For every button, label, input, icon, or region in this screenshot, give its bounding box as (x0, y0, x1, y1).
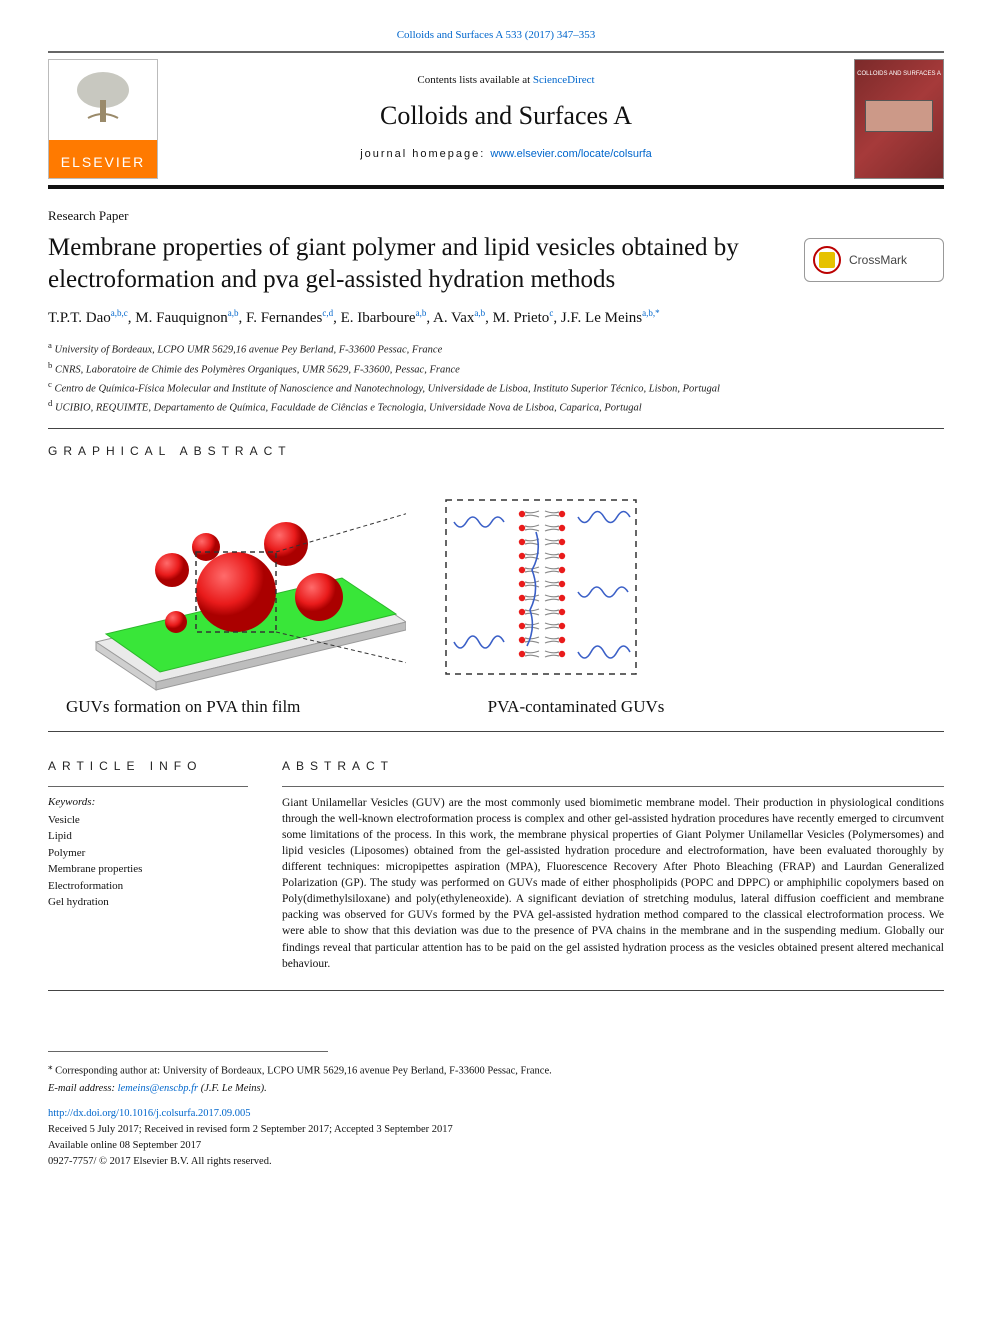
ga-right-panel (436, 492, 646, 682)
author: E. Ibarbourea,b (341, 310, 427, 326)
available-line: Available online 08 September 2017 (48, 1139, 944, 1153)
keywords-label: Keywords: (48, 795, 248, 810)
header-citation: Colloids and Surfaces A 533 (2017) 347–3… (48, 28, 944, 43)
email-label: E-mail address: (48, 1083, 118, 1094)
email-line: E-mail address: lemeins@enscbp.fr (J.F. … (48, 1082, 944, 1096)
keyword: Polymer (48, 845, 248, 862)
affiliation: c Centro de Química-Física Molecular and… (48, 378, 944, 397)
title-row: Membrane properties of giant polymer and… (48, 232, 944, 295)
elsevier-tree-icon (68, 70, 138, 130)
article-info-heading: ARTICLE INFO (48, 758, 248, 774)
abstract-heading: ABSTRACT (282, 758, 944, 774)
affiliation: a University of Bordeaux, LCPO UMR 5629,… (48, 339, 944, 358)
keyword: Vesicle (48, 812, 248, 829)
article-title: Membrane properties of giant polymer and… (48, 232, 788, 295)
article-type: Research Paper (48, 207, 944, 225)
graphical-abstract-heading: GRAPHICAL ABSTRACT (48, 443, 944, 459)
divider (48, 428, 944, 429)
elsevier-text: ELSEVIER (61, 153, 145, 178)
corresponding-author: ⁎ Corresponding author at: University of… (48, 1060, 944, 1079)
affiliation: d UCIBIO, REQUIMTE, Departamento de Quím… (48, 397, 944, 416)
email-link[interactable]: lemeins@enscbp.fr (118, 1083, 199, 1094)
masthead: ELSEVIER Contents lists available at Sci… (48, 51, 944, 189)
ga-slab-svg (66, 482, 406, 692)
keyword: Lipid (48, 828, 248, 845)
crossmark-label: CrossMark (849, 252, 907, 268)
affiliation: b CNRS, Laboratoire de Chimie des Polymè… (48, 359, 944, 378)
ga-right-caption: PVA-contaminated GUVs (436, 696, 716, 719)
keyword: Gel hydration (48, 894, 248, 911)
footer: ⁎ Corresponding author at: University of… (48, 1051, 944, 1170)
doi-link[interactable]: http://dx.doi.org/10.1016/j.colsurfa.201… (48, 1108, 251, 1119)
footnote-rule (48, 1051, 328, 1052)
author: F. Fernandesc,d (246, 310, 333, 326)
masthead-center: Contents lists available at ScienceDirec… (170, 53, 842, 185)
corr-text: Corresponding author at: University of B… (55, 1065, 552, 1076)
homepage-line: journal homepage: www.elsevier.com/locat… (178, 147, 834, 162)
info-abstract-row: ARTICLE INFO Keywords: VesicleLipidPolym… (48, 744, 944, 972)
author: M. Fauquignona,b (135, 310, 238, 326)
sciencedirect-link[interactable]: ScienceDirect (533, 74, 595, 86)
keyword: Membrane properties (48, 861, 248, 878)
contents-prefix: Contents lists available at (417, 74, 532, 86)
homepage-label: journal homepage: (360, 148, 490, 160)
divider (48, 990, 944, 991)
ga-zoom-svg (436, 492, 646, 682)
copyright-line: 0927-7757/ © 2017 Elsevier B.V. All righ… (48, 1155, 944, 1169)
author-list: T.P.T. Daoa,b,c, M. Fauquignona,b, F. Fe… (48, 307, 944, 330)
author: J.F. Le Meinsa,b,* (561, 310, 660, 326)
author: T.P.T. Daoa,b,c (48, 310, 128, 326)
crossmark-icon (813, 246, 841, 274)
journal-name: Colloids and Surfaces A (178, 98, 834, 133)
author: M. Prietoc (493, 310, 554, 326)
ga-labels: GUVs formation on PVA thin film PVA-cont… (48, 696, 944, 719)
abstract-col: ABSTRACT Giant Unilamellar Vesicles (GUV… (282, 744, 944, 972)
journal-cover-thumb[interactable]: COLLOIDS AND SURFACES A (854, 59, 944, 179)
author: A. Vaxa,b (433, 310, 485, 326)
doi-line: http://dx.doi.org/10.1016/j.colsurfa.201… (48, 1107, 944, 1121)
homepage-link[interactable]: www.elsevier.com/locate/colsurfa (490, 148, 651, 160)
contents-line: Contents lists available at ScienceDirec… (178, 73, 834, 88)
cover-title: COLLOIDS AND SURFACES A (855, 70, 943, 78)
cover-panel (865, 100, 933, 132)
graphical-abstract (48, 472, 944, 696)
keywords-list: VesicleLipidPolymerMembrane propertiesEl… (48, 812, 248, 911)
divider (282, 786, 944, 787)
email-attr: (J.F. Le Meins). (198, 1083, 267, 1094)
elsevier-logo[interactable]: ELSEVIER (48, 59, 158, 179)
crossmark-badge[interactable]: CrossMark (804, 238, 944, 282)
dates-line: Received 5 July 2017; Received in revise… (48, 1123, 944, 1137)
article-info-col: ARTICLE INFO Keywords: VesicleLipidPolym… (48, 744, 248, 972)
keyword: Electroformation (48, 878, 248, 895)
ga-left-panel (66, 482, 406, 692)
abstract-text: Giant Unilamellar Vesicles (GUV) are the… (282, 795, 944, 972)
affiliation-list: a University of Bordeaux, LCPO UMR 5629,… (48, 339, 944, 416)
citation-link[interactable]: Colloids and Surfaces A 533 (2017) 347–3… (397, 29, 596, 41)
divider (48, 731, 944, 732)
ga-left-caption: GUVs formation on PVA thin film (66, 696, 406, 719)
divider (48, 786, 248, 787)
